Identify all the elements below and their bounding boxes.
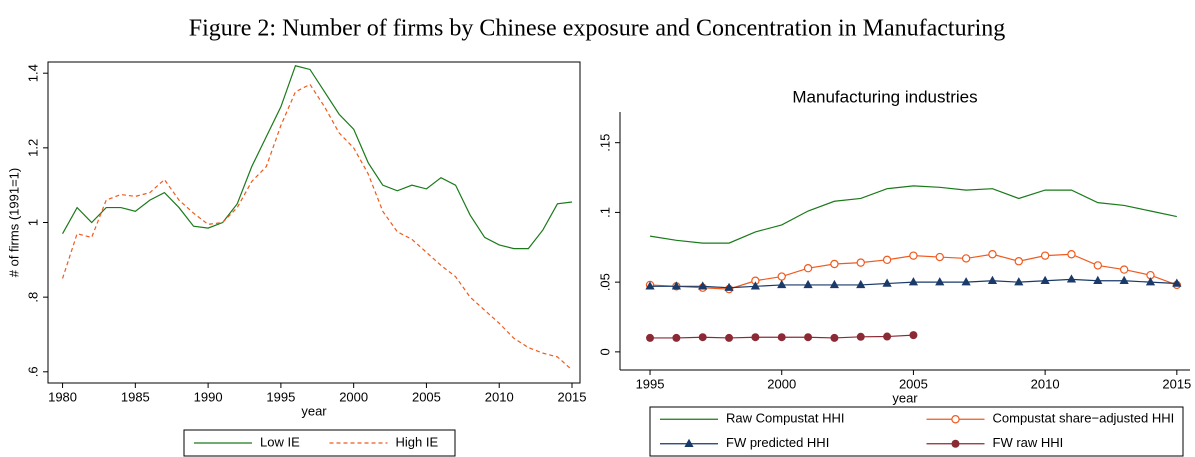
legend-marker xyxy=(684,438,694,447)
y-tick-label: .15 xyxy=(597,134,612,152)
marker xyxy=(672,333,681,342)
x-tick-label: 2000 xyxy=(767,376,796,391)
y-axis-title: # of firms (1991=1) xyxy=(6,168,21,277)
marker xyxy=(803,263,813,273)
x-tick-label: 2015 xyxy=(1162,376,1191,391)
marker xyxy=(1066,274,1077,283)
marker xyxy=(1172,278,1182,287)
x-tick-label: 1995 xyxy=(266,389,295,404)
x-tick-label: 1995 xyxy=(636,376,665,391)
marker xyxy=(856,332,865,341)
x-axis-title: year xyxy=(301,403,327,418)
x-tick-label: 2005 xyxy=(899,376,928,391)
marker xyxy=(882,255,892,265)
marker xyxy=(1145,277,1156,286)
legend-label: High IE xyxy=(396,434,439,449)
x-tick-label: 2015 xyxy=(558,389,587,404)
series-line xyxy=(61,83,573,371)
marker xyxy=(1040,251,1050,260)
marker xyxy=(987,275,998,284)
marker xyxy=(909,331,918,340)
series-line xyxy=(62,65,573,250)
y-tick-label: .05 xyxy=(597,273,612,291)
marker xyxy=(803,279,813,289)
marker xyxy=(725,333,734,342)
marker xyxy=(909,251,918,260)
marker xyxy=(777,272,786,281)
legend-label: Raw Compustat HHI xyxy=(726,411,844,426)
marker xyxy=(883,332,892,341)
legend-label: Low IE xyxy=(260,434,300,449)
x-tick-label: 1980 xyxy=(48,389,77,404)
marker xyxy=(671,281,681,290)
marker xyxy=(1093,261,1103,270)
marker xyxy=(777,279,787,289)
marker xyxy=(856,279,866,289)
marker xyxy=(804,333,813,342)
y-tick-label: .8 xyxy=(25,292,40,303)
marker xyxy=(1067,250,1076,259)
marker xyxy=(935,252,944,262)
x-tick-label: 2000 xyxy=(339,389,368,404)
marker xyxy=(882,278,892,287)
marker xyxy=(988,250,997,259)
marker xyxy=(830,333,839,342)
y-tick-label: 1 xyxy=(25,219,40,226)
legend-label: Compustat share−adjusted HHI xyxy=(993,411,1175,426)
marker xyxy=(646,333,655,342)
x-tick-label: 1990 xyxy=(194,389,223,404)
marker xyxy=(777,333,786,342)
figure-title: Figure 2: Number of firms by Chinese exp… xyxy=(189,16,1005,42)
y-tick-label: 1.2 xyxy=(25,139,40,157)
marker xyxy=(1119,265,1129,274)
y-tick-label: 1.4 xyxy=(25,64,40,82)
marker xyxy=(698,281,708,290)
x-axis-title: year xyxy=(892,390,918,405)
x-tick-label: 2010 xyxy=(1031,376,1060,391)
marker xyxy=(698,333,707,342)
marker xyxy=(1014,257,1023,266)
series-line xyxy=(649,185,1177,244)
marker xyxy=(961,254,971,263)
legend-label: FW raw HHI xyxy=(993,435,1064,450)
chart-title: Manufacturing industries xyxy=(792,87,977,106)
marker xyxy=(645,281,655,290)
plot-frame xyxy=(47,61,581,384)
marker xyxy=(750,281,760,290)
x-tick-label: 1985 xyxy=(121,389,150,404)
x-tick-label: 2005 xyxy=(412,389,441,404)
marker xyxy=(935,277,945,286)
y-tick-label: 0 xyxy=(597,348,612,355)
y-tick-label: .1 xyxy=(597,207,612,218)
marker xyxy=(830,259,839,269)
marker xyxy=(1093,275,1103,284)
x-tick-label: 2010 xyxy=(485,389,514,404)
marker xyxy=(908,277,919,286)
marker xyxy=(961,277,971,286)
y-tick-label: .6 xyxy=(25,366,40,377)
marker xyxy=(724,282,734,291)
marker xyxy=(1119,275,1129,284)
legend-label: FW predicted HHI xyxy=(726,435,829,450)
marker xyxy=(1040,275,1050,284)
legend-box xyxy=(649,406,1184,457)
legend-marker xyxy=(951,439,960,448)
marker xyxy=(1014,277,1024,286)
legend-marker xyxy=(951,415,960,424)
marker xyxy=(751,333,760,342)
marker xyxy=(829,279,840,289)
marker xyxy=(856,258,865,267)
